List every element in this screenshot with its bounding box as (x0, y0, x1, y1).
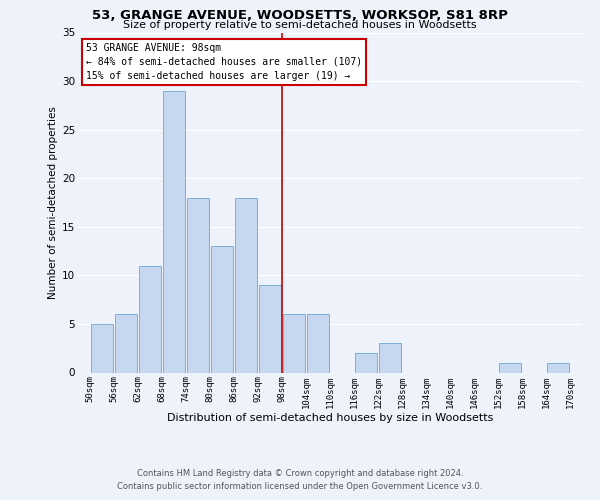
Bar (211, 246, 233, 372)
Bar (259, 285, 281, 372)
Bar (355, 353, 377, 372)
Bar (91, 324, 113, 372)
Text: Contains HM Land Registry data © Crown copyright and database right 2024.
Contai: Contains HM Land Registry data © Crown c… (118, 470, 482, 491)
Text: Size of property relative to semi-detached houses in Woodsetts: Size of property relative to semi-detach… (123, 20, 477, 30)
X-axis label: Distribution of semi-detached houses by size in Woodsetts: Distribution of semi-detached houses by … (167, 413, 493, 423)
Bar (547, 363, 569, 372)
Y-axis label: Number of semi-detached properties: Number of semi-detached properties (48, 106, 58, 299)
Bar (283, 314, 305, 372)
Bar (499, 363, 521, 372)
Bar (139, 266, 161, 372)
Bar (115, 314, 137, 372)
Bar (187, 198, 209, 372)
Text: 53, GRANGE AVENUE, WOODSETTS, WORKSOP, S81 8RP: 53, GRANGE AVENUE, WOODSETTS, WORKSOP, S… (92, 9, 508, 22)
Bar (379, 344, 401, 372)
Bar (235, 198, 257, 372)
Text: 53 GRANGE AVENUE: 98sqm
← 84% of semi-detached houses are smaller (107)
15% of s: 53 GRANGE AVENUE: 98sqm ← 84% of semi-de… (86, 42, 362, 80)
Bar (307, 314, 329, 372)
Bar (163, 91, 185, 372)
